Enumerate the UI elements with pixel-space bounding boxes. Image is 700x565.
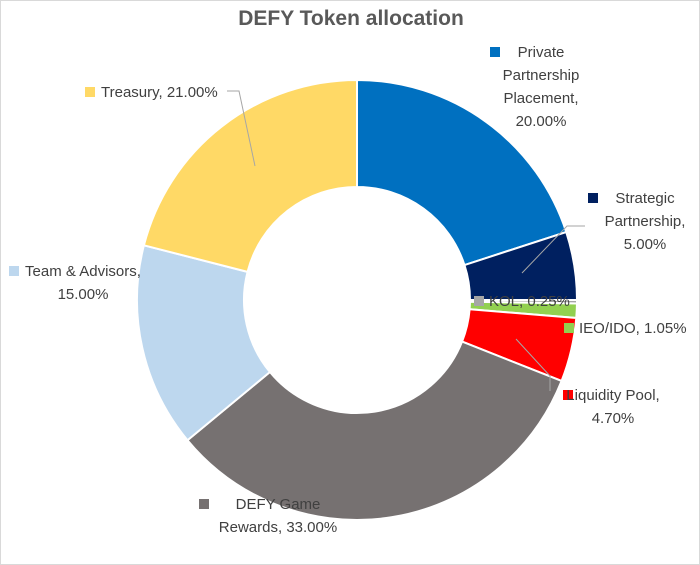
label-marker-private-partnership-placement [490, 47, 500, 57]
label-marker-treasury [85, 87, 95, 97]
data-label-ieo-ido: IEO/IDO, 1.05% [579, 320, 687, 337]
label-marker-team-advisors [9, 266, 19, 276]
data-label-strategic-partnership: Strategic Partnership, 5.00% [605, 190, 686, 253]
slice-private-partnership-placement [356, 78, 568, 267]
label-marker-defy-game-rewards [199, 499, 209, 509]
leader-line-strategic-partnership [521, 225, 585, 274]
data-label-private-partnership-placement: Private Partnership Placement, 20.00% [503, 44, 580, 130]
slice-treasury [142, 78, 358, 274]
data-label-kol: KOL, 0.25% [489, 293, 570, 310]
label-marker-ieo-ido [564, 323, 574, 333]
slice-defy-game-rewards [186, 340, 563, 521]
leader-line-liquidity-pool [515, 338, 551, 391]
data-label-team-advisors: Team & Advisors, 15.00% [25, 263, 141, 303]
data-label-defy-game-rewards: DEFY Game Rewards, 33.00% [219, 496, 337, 536]
data-label-treasury: Treasury, 21.00% [101, 84, 218, 101]
leader-line-treasury [227, 90, 256, 167]
chart-title: DEFY Token allocation [238, 7, 464, 30]
data-label-liquidity-pool: Liquidity Pool, 4.70% [566, 387, 659, 427]
label-marker-liquidity-pool [563, 390, 573, 400]
label-marker-kol [474, 296, 484, 306]
label-marker-strategic-partnership [588, 193, 598, 203]
